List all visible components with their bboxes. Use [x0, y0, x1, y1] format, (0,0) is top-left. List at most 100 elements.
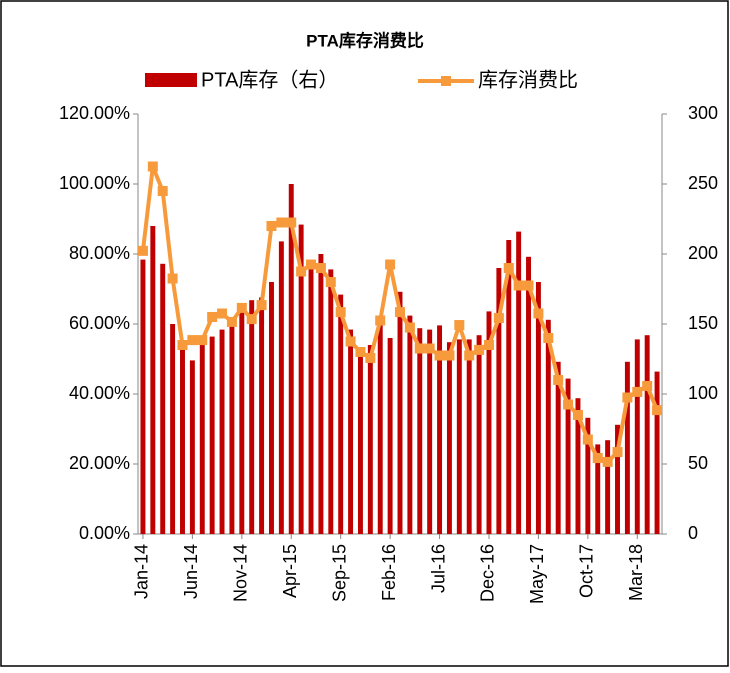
bar [348, 329, 354, 534]
bar [239, 303, 245, 534]
y-tick-label: 120.00% [59, 103, 130, 123]
bar [516, 231, 522, 534]
bar [476, 335, 482, 534]
marker [474, 344, 485, 355]
marker [137, 245, 148, 256]
y2-tick-label: 200 [688, 243, 718, 263]
y2-tick-label: 150 [688, 313, 718, 333]
marker [375, 315, 386, 326]
y2-tick-label: 100 [688, 383, 718, 403]
y2-tick-label: 250 [688, 173, 718, 193]
marker [622, 392, 633, 403]
marker [256, 300, 267, 311]
bar [545, 319, 551, 534]
marker [266, 221, 277, 231]
bar [308, 262, 314, 534]
bar [357, 347, 363, 534]
marker [434, 350, 445, 361]
bar [486, 311, 492, 534]
marker [355, 347, 366, 357]
marker [315, 263, 326, 273]
marker [276, 217, 287, 228]
legend-swatch [441, 76, 451, 86]
marker [197, 335, 208, 346]
marker [523, 280, 534, 291]
x-tick-label: Apr-15 [280, 544, 300, 598]
bar [160, 263, 166, 534]
bar [446, 342, 452, 534]
marker [424, 343, 435, 354]
legend-swatch [145, 73, 197, 87]
bar [437, 325, 443, 534]
bar [377, 322, 383, 534]
bar [328, 269, 334, 534]
marker [177, 340, 188, 350]
marker [365, 352, 376, 363]
marker [652, 405, 663, 416]
x-tick-label: Sep-15 [329, 544, 349, 602]
marker [404, 322, 415, 333]
y-tick-label: 40.00% [69, 383, 130, 403]
bar [259, 297, 265, 534]
bar [575, 398, 581, 534]
marker [582, 434, 593, 445]
bar [269, 282, 274, 534]
marker [563, 399, 574, 410]
bar [199, 339, 205, 534]
marker [246, 314, 257, 325]
bar [466, 339, 472, 534]
marker [236, 302, 247, 313]
bar [219, 329, 225, 534]
marker [147, 161, 158, 172]
legend-label: PTA库存（右） [201, 68, 338, 91]
y-tick-label: 60.00% [69, 313, 130, 333]
bar [170, 324, 176, 534]
bar [595, 444, 601, 534]
bar [644, 335, 650, 534]
bar [278, 241, 284, 534]
chart-title: PTA库存消费比 [306, 30, 424, 50]
marker [503, 263, 514, 273]
bar [229, 325, 235, 534]
x-tick-label: Jul-16 [428, 544, 448, 593]
bar [526, 256, 531, 534]
marker [345, 336, 356, 347]
bar [397, 291, 403, 534]
bar [338, 294, 344, 534]
marker [553, 375, 564, 385]
x-tick-label: Oct-17 [577, 544, 597, 598]
marker [385, 259, 396, 270]
bar [615, 424, 620, 534]
bar [654, 371, 660, 534]
bar [585, 417, 591, 534]
marker [296, 266, 307, 277]
marker [632, 386, 643, 397]
bar [624, 361, 630, 534]
y2-tick-label: 300 [688, 103, 718, 123]
bar [427, 329, 433, 534]
y2-tick-label: 50 [688, 453, 708, 473]
marker [395, 307, 405, 318]
bar [407, 315, 413, 534]
bar [417, 328, 423, 534]
x-tick-label: Mar-18 [626, 544, 646, 601]
marker [592, 453, 603, 464]
marker [306, 259, 317, 270]
bar [298, 224, 304, 534]
marker [444, 350, 455, 361]
x-tick-label: Nov-14 [231, 544, 251, 602]
bar [288, 184, 294, 534]
marker [207, 312, 218, 322]
x-tick-label: Dec-16 [478, 544, 498, 602]
marker [612, 447, 623, 458]
marker [286, 217, 297, 228]
marker [217, 308, 228, 319]
bar [535, 282, 541, 534]
bar [180, 345, 185, 534]
bar [456, 339, 462, 534]
y2-tick-label: 0 [688, 523, 698, 543]
x-tick-label: Jun-14 [181, 544, 201, 599]
bar [496, 268, 502, 534]
